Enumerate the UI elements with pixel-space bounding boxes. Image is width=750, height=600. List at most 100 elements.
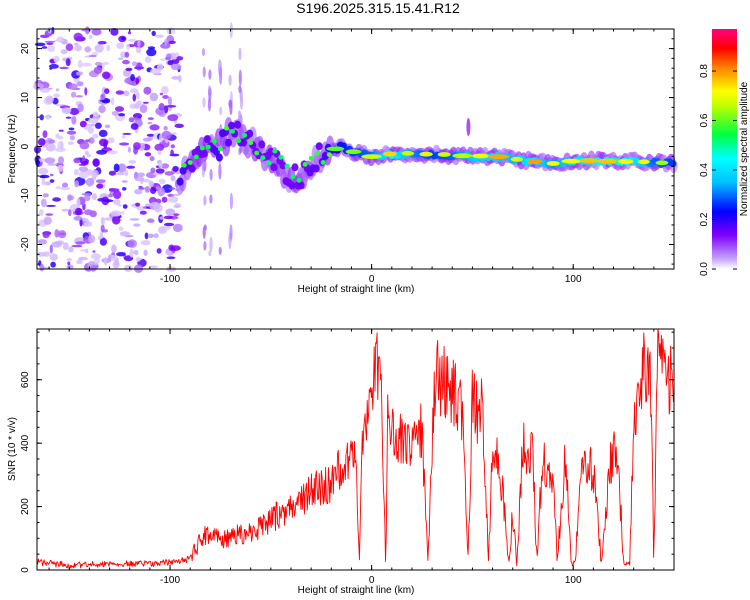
noise-blob — [137, 172, 146, 178]
noise-blob — [86, 154, 92, 158]
noise-blob — [48, 64, 59, 69]
noise-blob — [135, 92, 140, 100]
noise-streak — [203, 195, 207, 206]
noise-blob — [113, 190, 122, 199]
noise-blob — [163, 215, 174, 220]
noise-blob — [78, 256, 88, 261]
ridge-core — [326, 152, 332, 158]
noise-blob — [104, 217, 115, 221]
ridge-cell — [297, 181, 305, 190]
noise-blob — [124, 51, 130, 58]
noise-blob — [79, 141, 90, 150]
noise-blob — [53, 93, 60, 98]
noise-blob — [116, 252, 126, 257]
noise-blob — [142, 137, 152, 142]
noise-streak — [218, 163, 222, 180]
noise-blob — [59, 66, 69, 70]
noise-streak — [208, 69, 212, 80]
noise-blob — [170, 63, 182, 70]
noise-blob — [67, 141, 74, 145]
noise-blob — [46, 42, 54, 45]
noise-blob — [146, 133, 155, 137]
y-tick-label: -20 — [20, 237, 31, 252]
ridge-core — [527, 159, 543, 165]
noise-blob — [92, 111, 99, 117]
noise-blob — [62, 242, 69, 251]
noise-streak — [218, 246, 222, 255]
noise-blob — [127, 38, 138, 43]
ridge-cell — [315, 142, 323, 151]
noise-blob — [51, 241, 63, 248]
noise-blob — [57, 164, 64, 172]
ridge-cell — [258, 140, 266, 149]
snr-frame — [36, 328, 675, 571]
ridge-core — [302, 162, 308, 167]
ridge-core — [272, 148, 278, 154]
noise-blob — [96, 183, 104, 189]
noise-blob — [118, 113, 126, 117]
noise-blob — [78, 171, 89, 179]
noise-blob — [75, 71, 84, 76]
noise-blob — [84, 150, 89, 156]
noise-streak — [207, 97, 212, 112]
ridge-core — [199, 145, 205, 151]
ridge-core — [187, 160, 193, 165]
noise-blob — [140, 177, 144, 185]
noise-blob — [108, 254, 112, 263]
noise-blob — [164, 38, 168, 46]
noise-blob — [162, 95, 169, 99]
noise-blob — [47, 163, 58, 166]
ridge-core — [637, 159, 650, 165]
noise-streak — [238, 47, 242, 61]
noise-blob — [169, 132, 177, 135]
noise-blob — [44, 181, 52, 186]
noise-blob — [149, 124, 160, 131]
noise-blob — [45, 115, 50, 120]
noise-blob — [73, 169, 80, 176]
ridge-cell — [203, 135, 211, 144]
ridge-cell — [312, 164, 320, 173]
ridge-core — [617, 159, 634, 164]
noise-blob — [57, 156, 65, 165]
ridge-core — [205, 144, 211, 150]
noise-blob — [102, 71, 111, 79]
noise-streak — [202, 226, 206, 239]
noise-blob — [137, 39, 141, 47]
noise-blob — [147, 233, 155, 238]
noise-blob — [39, 114, 44, 121]
noise-blob — [146, 218, 155, 223]
noise-blob — [55, 88, 60, 92]
noise-blob — [107, 150, 118, 155]
ridge-cell — [225, 138, 232, 147]
noise-streak — [209, 168, 213, 181]
noise-blob — [143, 86, 152, 95]
noise-blob — [74, 44, 82, 52]
noise-blob — [88, 117, 99, 124]
ridge-core — [345, 149, 362, 155]
x-tick-label: 100 — [565, 575, 582, 586]
noise-blob — [34, 42, 46, 47]
noise-blob — [167, 60, 174, 66]
noise-blob — [45, 143, 56, 152]
noise-blob — [135, 62, 143, 71]
ridge-core — [655, 160, 669, 166]
ridge-cell — [270, 163, 278, 172]
noise-blob — [45, 204, 57, 207]
snr-plot-area — [36, 328, 674, 569]
colorbar-tick-label: 0.0 — [699, 262, 710, 276]
noise-blob — [88, 234, 96, 244]
noise-blob — [133, 223, 141, 227]
noise-blob — [81, 29, 92, 32]
ridge-core — [254, 150, 260, 156]
noise-blob — [157, 150, 162, 155]
noise-blob — [130, 123, 139, 130]
noise-streak — [219, 67, 223, 85]
noise-blob — [65, 58, 71, 67]
noise-blob — [45, 213, 54, 216]
noise-blob — [66, 130, 77, 135]
noise-blob — [69, 107, 80, 116]
noise-blob — [110, 97, 115, 106]
noise-blob — [164, 171, 174, 176]
noise-blob — [110, 28, 119, 36]
noise-blob — [136, 258, 142, 261]
